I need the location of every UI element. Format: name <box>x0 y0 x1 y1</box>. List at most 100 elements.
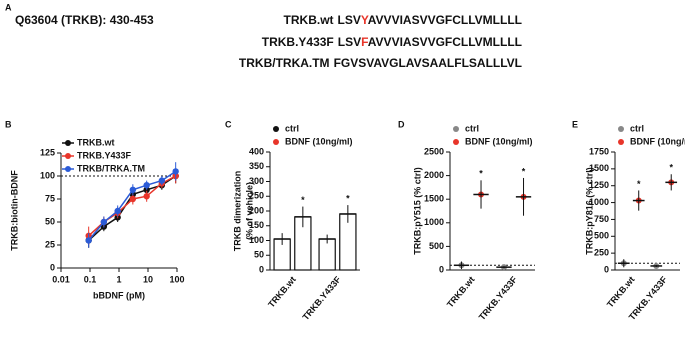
y-tick-label: 1000 <box>424 217 444 227</box>
legend-marker <box>273 139 279 145</box>
y-tick-label: 100 <box>249 235 264 245</box>
seq-part: AVVVIASVVGFCLLVMLLLL <box>368 35 522 49</box>
data-point <box>129 186 137 193</box>
y-tick-label: 750 <box>594 214 609 224</box>
mutation: Y <box>361 13 369 27</box>
sequence-block: TRKB.wt LSVYAVVVIASVVGFCLLVMLLLL TRKB.Y43… <box>239 13 522 70</box>
seq-part: FGVSVAVGLAVSAALFLSALLLVL <box>334 56 522 70</box>
significance-label: * <box>479 169 483 179</box>
legend-marker <box>65 153 71 159</box>
x-tick-label: 0.1 <box>84 274 97 284</box>
legend-label: TRKB/TRKA.TM <box>77 163 145 173</box>
data-point <box>85 237 92 244</box>
x-tick-label: TRKB.Y433F <box>477 274 520 322</box>
y-tick-label: 1500 <box>424 194 444 204</box>
y-tick-label: 0 <box>259 264 264 274</box>
y-tick-label: 2000 <box>424 170 444 180</box>
y-tick-label: 250 <box>594 248 609 258</box>
seq-part: LSV <box>338 13 361 27</box>
y-tick-label: 1750 <box>589 146 609 156</box>
significance-label: * <box>522 166 526 176</box>
row-name: TRKB.wt <box>284 13 334 27</box>
legend-label: BDNF (10ng/ml) <box>285 136 353 146</box>
y-tick-label: 200 <box>249 205 264 215</box>
sequence-title: Q63604 (TRKB): 430-453 <box>15 13 154 27</box>
legend-label: TRKB.wt <box>77 137 115 147</box>
y-axis-label: TRKB dimerization <box>232 171 242 252</box>
panel-label: B <box>5 119 12 129</box>
data-point <box>129 195 137 203</box>
data-point <box>100 218 108 226</box>
significance-label: * <box>346 193 350 203</box>
y-tick-label: 50 <box>45 216 55 226</box>
legend-label: ctrl <box>285 123 299 133</box>
data-point <box>143 182 150 189</box>
y-tick-label: 100 <box>40 170 55 180</box>
bar <box>318 238 336 271</box>
legend-marker <box>65 166 71 172</box>
seq-part: LSV <box>338 35 361 49</box>
y-tick-label: 75 <box>45 193 55 203</box>
y-tick-label: 150 <box>249 220 264 230</box>
sequence-row: TRKB.Y433F LSVFAVVVIASVVGFCLLVMLLLL <box>262 35 522 49</box>
panel-label: D <box>398 119 405 129</box>
mutation: F <box>361 35 368 49</box>
y-tick-label: 125 <box>40 147 55 157</box>
data-point <box>143 193 150 200</box>
x-tick-label: TRKB.Y433F <box>300 274 343 322</box>
row-name: TRKB.Y433F <box>262 35 334 49</box>
y-tick-label: 250 <box>249 191 264 201</box>
legend-label: BDNF (10ng/ml) <box>465 136 533 146</box>
x-axis-label: bBDNF (pM) <box>93 290 145 300</box>
y-tick-label: 1500 <box>589 163 609 173</box>
y-tick-label: 25 <box>45 239 55 249</box>
sequence-row: TRKB.wt LSVYAVVVIASVVGFCLLVMLLLL <box>284 13 522 27</box>
legend-marker <box>453 139 459 145</box>
x-tick-label: 10 <box>143 274 153 284</box>
legend-marker <box>618 126 624 132</box>
data-point <box>158 177 166 184</box>
panel-label: E <box>572 119 578 129</box>
y-tick-label: 0 <box>439 264 444 274</box>
panel-label: C <box>225 119 232 129</box>
y-axis-label: (% of vehicle) <box>244 182 254 240</box>
legend-marker <box>618 139 624 145</box>
y-tick-label: 0 <box>604 264 609 274</box>
y-axis-label: TRKB:biotin-BDNF <box>9 170 19 251</box>
legend-marker <box>273 126 279 132</box>
x-tick-label: TRKB.wt <box>445 274 477 309</box>
x-tick-label: TRKB.wt <box>605 274 637 309</box>
y-tick-label: 50 <box>254 250 264 260</box>
y-tick-label: 2500 <box>424 146 444 156</box>
legend-label: BDNF (10ng/ml) <box>630 136 685 146</box>
legend-label: ctrl <box>465 123 479 133</box>
seq-part: AVVVIASVVGFCLLVMLLLL <box>368 13 522 27</box>
y-tick-label: 300 <box>249 176 264 186</box>
x-tick-label: 0.01 <box>52 274 70 284</box>
y-tick-label: 400 <box>249 146 264 156</box>
legend-marker <box>453 126 459 132</box>
y-tick-label: 500 <box>429 241 444 251</box>
row-name: TRKB/TRKA.TM <box>239 56 330 70</box>
y-tick-label: 350 <box>249 161 264 171</box>
significance-label: * <box>669 163 673 173</box>
y-axis-label: TRKB:pY816 (% ctrl) <box>584 167 594 255</box>
sequence-row: TRKB/TRKA.TM FGVSVAVGLAVSAALFLSALLLVL <box>239 56 522 70</box>
y-tick-label: 0 <box>50 262 55 272</box>
legend-label: ctrl <box>630 123 644 133</box>
x-tick-label: 1 <box>116 274 121 284</box>
data-point <box>114 207 121 215</box>
y-tick-label: 1250 <box>589 180 609 190</box>
y-tick-label: 500 <box>594 231 609 241</box>
legend-marker <box>65 140 71 146</box>
y-axis-label: TRKB:pY515 (% ctrl) <box>412 167 422 255</box>
legend-label: TRKB.Y433F <box>77 150 132 160</box>
data-point <box>172 168 179 175</box>
panel-label: A <box>5 2 12 12</box>
significance-label: * <box>637 179 641 189</box>
x-tick-label: TRKB.wt <box>266 274 298 309</box>
significance-label: * <box>301 195 305 205</box>
x-tick-label: 100 <box>169 274 184 284</box>
y-tick-label: 1000 <box>589 197 609 207</box>
